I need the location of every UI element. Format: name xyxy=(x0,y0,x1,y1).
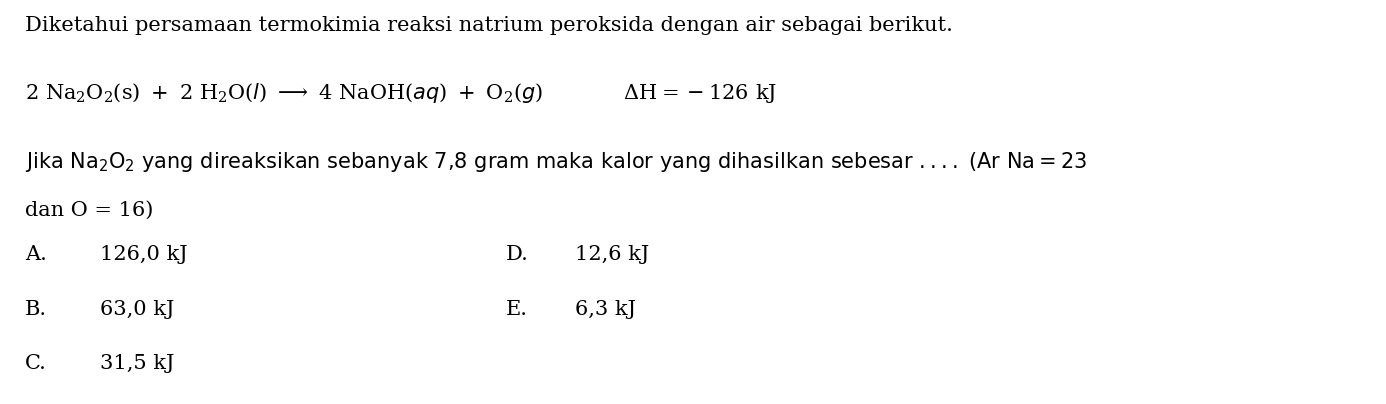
Text: dan O = 16): dan O = 16) xyxy=(25,200,154,220)
Text: C.: C. xyxy=(25,354,47,373)
Text: $\mathregular{Jika\ Na_2O_2\ yang\ direaksikan\ sebanyak\ 7{,}8\ gram\ maka\ kal: $\mathregular{Jika\ Na_2O_2\ yang\ direa… xyxy=(25,149,1087,174)
Text: Diketahui persamaan termokimia reaksi natrium peroksida dengan air sebagai berik: Diketahui persamaan termokimia reaksi na… xyxy=(25,16,952,35)
Text: 6,3 kJ: 6,3 kJ xyxy=(575,299,636,319)
Text: D.: D. xyxy=(506,245,529,264)
Text: $\mathregular{2\ Na_2O_2(s)\ +\ 2\ H_2O(\mathit{l})\ \longrightarrow\ 4\ NaOH(\m: $\mathregular{2\ Na_2O_2(s)\ +\ 2\ H_2O(… xyxy=(25,81,778,105)
Text: E.: E. xyxy=(506,299,528,319)
Text: B.: B. xyxy=(25,299,47,319)
Text: 12,6 kJ: 12,6 kJ xyxy=(575,245,650,264)
Text: 63,0 kJ: 63,0 kJ xyxy=(100,299,175,319)
Text: A.: A. xyxy=(25,245,47,264)
Text: 31,5 kJ: 31,5 kJ xyxy=(100,354,175,373)
Text: 126,0 kJ: 126,0 kJ xyxy=(100,245,187,264)
